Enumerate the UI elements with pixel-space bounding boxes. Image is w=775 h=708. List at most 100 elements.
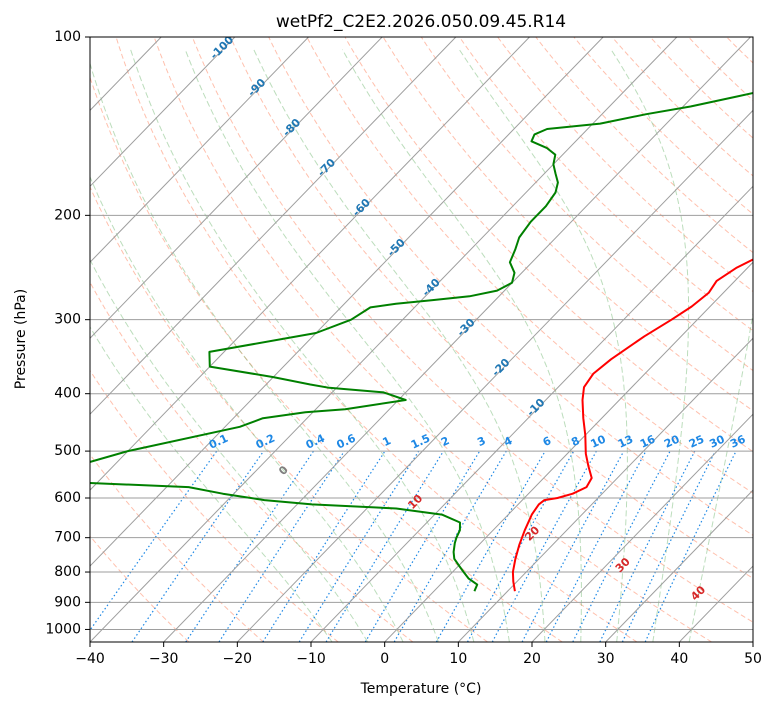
- moist-adiabat-line: [341, 49, 582, 642]
- chart-title: wetPf2_C2E2.2026.050.09.45.R14: [276, 12, 566, 32]
- isobars: [90, 37, 753, 630]
- y-axis-label: Pressure (hPa): [13, 289, 29, 389]
- dry-adiabat-line: [90, 75, 563, 642]
- moist-adiabat-line: [253, 49, 546, 642]
- x-tick-label: 20: [523, 651, 541, 667]
- plot-area: -100-90-80-70-60-50-40-30-20-100.1 0.2 0.4…: [0, 37, 775, 642]
- mixing-ratio-line: [90, 450, 218, 632]
- x-tick-label: 50: [744, 651, 762, 667]
- x-axis-label: Temperature (°C): [360, 681, 482, 697]
- moist-adiabat-line: [130, 49, 475, 642]
- mixing-ratio-label: 13: [616, 433, 635, 451]
- isotherm-label: -20: [489, 356, 512, 379]
- dry-adiabat-line: [649, 37, 753, 139]
- moist-adiabat-line: [90, 61, 439, 642]
- dry-adiabat-line: [535, 37, 753, 254]
- moist-adiabat-label: 40: [688, 583, 708, 603]
- isotherm-line: [236, 109, 753, 642]
- isotherm-line: [90, 37, 309, 263]
- x-tick-label: 10: [449, 651, 467, 667]
- moist-adiabat-line: [458, 49, 628, 642]
- x-tick-label: 30: [597, 651, 615, 667]
- dry-adiabat-line: [153, 37, 712, 642]
- mixing-ratio-label: 0.1: [207, 432, 230, 452]
- dry-adiabat-line: [191, 37, 753, 623]
- isotherm-line: [163, 37, 751, 642]
- axis-ticks: −40 −30 −20 −10 0 10 20 30 40 5010009008007006005…: [45, 29, 762, 667]
- mixing-ratio-label: 16: [638, 432, 658, 450]
- isotherm-line: [310, 185, 753, 642]
- mixing-ratio-line: [644, 450, 737, 642]
- mixing-ratio-line: [599, 450, 696, 642]
- mixing-ratio-lines: [90, 450, 737, 642]
- mixing-ratio-line: [218, 450, 345, 642]
- mixing-ratio-line: [572, 450, 671, 642]
- y-tick-label: 300: [54, 312, 81, 328]
- y-tick-label: 400: [54, 386, 81, 402]
- isotherm-line: [90, 37, 678, 642]
- dry-adiabat-line: [90, 535, 190, 642]
- dewpoint-trace: [90, 91, 753, 592]
- mixing-ratio-label: 1: [381, 434, 393, 449]
- isotherm-line: [752, 641, 753, 642]
- isotherms: [0, 37, 753, 642]
- mixing-ratio-line: [435, 450, 546, 642]
- mixing-ratio-label: 10: [589, 432, 609, 450]
- temperature-trace: [511, 258, 753, 592]
- isotherm-label: -80: [280, 116, 303, 139]
- mixing-ratio-label: 0.6: [335, 431, 358, 451]
- moist-adiabat-label: 10: [405, 492, 425, 512]
- mixing-ratio-label: 20: [662, 432, 682, 450]
- isotherm-line: [605, 489, 753, 642]
- isotherm-line: [0, 37, 14, 642]
- isotherm-label: -40: [420, 276, 443, 299]
- mixing-ratio-label: 2: [439, 434, 451, 449]
- isotherm-line: [90, 37, 604, 567]
- mixing-ratio-label: 1.5: [409, 432, 432, 452]
- mixing-ratio-label: 36: [728, 432, 748, 450]
- mixing-ratio-label: 25: [687, 433, 706, 451]
- isotherm-label: -50: [385, 236, 408, 259]
- dry-adiabat-line: [268, 37, 753, 536]
- mixing-ratio-line: [262, 450, 386, 642]
- dry-adiabat-line: [306, 37, 753, 494]
- moist-adiabat-label: 0: [276, 463, 291, 478]
- mixing-ratio-label: 0.2: [254, 432, 277, 452]
- x-tick-label: −30: [149, 651, 179, 667]
- dry-adiabat-line: [90, 185, 488, 642]
- mixing-ratio-label: 4: [502, 434, 515, 449]
- mixing-ratio-line: [325, 450, 445, 642]
- y-tick-label: 100: [54, 29, 81, 45]
- mixing-ratio-line: [364, 450, 481, 642]
- isotherm-line: [90, 37, 457, 415]
- plot-frame: [89, 36, 754, 643]
- mixing-ratio-line: [545, 450, 647, 642]
- dry-adiabat-line: [497, 37, 753, 293]
- moist-adiabat-label: 20: [522, 523, 542, 543]
- dry-adiabat-line: [90, 281, 414, 642]
- moist-adiabat-line: [90, 175, 404, 642]
- moist-adiabat-line: [610, 49, 690, 642]
- mixing-ratio-label: 6: [541, 434, 554, 449]
- dry-adiabat-line: [573, 37, 753, 215]
- isotherm-line: [90, 37, 383, 339]
- isotherm-label: -90: [245, 76, 268, 99]
- dry-adiabat-line: [726, 37, 753, 64]
- isotherm-line: [90, 37, 530, 491]
- moist-adiabat-line: [90, 258, 369, 642]
- y-tick-label: 900: [54, 594, 81, 610]
- y-tick-label: 700: [54, 530, 81, 546]
- dry-adiabat-line: [688, 37, 753, 102]
- x-tick-label: −40: [75, 651, 105, 667]
- moist-adiabat-line: [184, 49, 510, 642]
- moist-adiabats: [90, 49, 753, 642]
- y-tick-label: 200: [54, 207, 81, 223]
- x-tick-label: −10: [296, 651, 326, 667]
- dry-adiabat-line: [765, 37, 775, 642]
- data-series: [90, 91, 753, 592]
- y-tick-label: 800: [54, 564, 81, 580]
- moist-adiabat-line: [688, 310, 753, 642]
- y-tick-label: 1000: [45, 621, 81, 637]
- moist-adiabat-line: [90, 325, 333, 642]
- isotherm-line: [531, 413, 753, 642]
